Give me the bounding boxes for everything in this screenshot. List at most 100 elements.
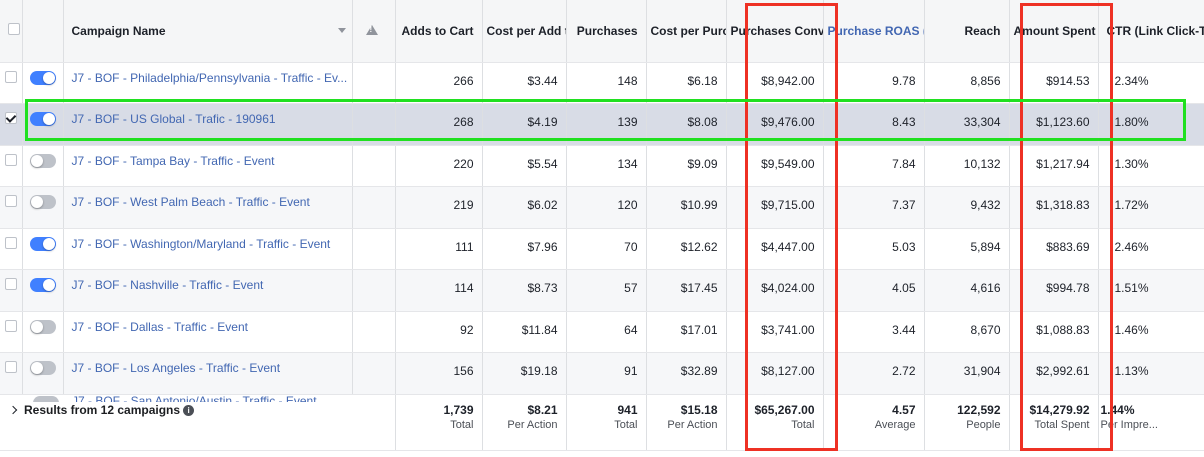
row-checkbox[interactable] bbox=[4, 195, 17, 207]
row-checkbox[interactable] bbox=[4, 361, 17, 373]
table-row[interactable]: J7 - BOF - Washington/Maryland - Traffic… bbox=[0, 228, 1204, 270]
campaign-toggle[interactable] bbox=[29, 319, 56, 334]
column-header-purchases-conversion-value[interactable]: Purchases Conversion Value bbox=[726, 0, 824, 63]
cell-amount-spent: $914.53 bbox=[1009, 62, 1099, 104]
cell-adds-to-cart: 219 bbox=[395, 186, 483, 229]
column-header-campaign-name[interactable]: Campaign Name bbox=[63, 0, 353, 63]
delivery-cell bbox=[352, 269, 396, 312]
table-row[interactable]: J7 - BOF - Philadelphia/Pennsylvania - T… bbox=[0, 62, 1204, 104]
campaign-toggle[interactable] bbox=[29, 70, 56, 85]
campaign-name-link[interactable]: J7 - BOF - Dallas - Traffic - Event bbox=[63, 311, 353, 353]
toggle-cell[interactable] bbox=[22, 145, 64, 187]
row-select-cell[interactable] bbox=[0, 228, 23, 270]
total-value: 941 bbox=[617, 402, 638, 417]
select-all-cell[interactable] bbox=[0, 0, 23, 63]
toggle-cell[interactable] bbox=[22, 269, 64, 312]
column-header-delivery-warning[interactable] bbox=[352, 0, 396, 63]
table-row[interactable]: J7 - BOF - Dallas - Traffic - Event 92 $11… bbox=[0, 311, 1204, 353]
cell-cost-per-atc: $5.54 bbox=[482, 145, 567, 187]
cell-adds-to-cart: 92 bbox=[395, 311, 483, 353]
row-checkbox[interactable] bbox=[4, 112, 17, 124]
column-header-purchases[interactable]: Purchases bbox=[566, 0, 647, 63]
cell-reach: 8,856 bbox=[924, 62, 1010, 104]
row-checkbox[interactable] bbox=[4, 153, 17, 166]
cell-cost-per-atc: $11.84 bbox=[482, 311, 567, 353]
table-row[interactable]: J7 - BOF - Tampa Bay - Traffic - Event 22… bbox=[0, 145, 1204, 187]
header-row: Campaign Name Adds to Cart Cost per Add … bbox=[0, 0, 1204, 63]
campaign-name-link[interactable]: J7 - BOF - West Palm Beach - Traffic - E… bbox=[63, 186, 353, 229]
row-checkbox[interactable] bbox=[4, 319, 17, 332]
chevron-right-icon[interactable] bbox=[8, 406, 18, 415]
cell-purchases: 57 bbox=[566, 269, 647, 312]
campaign-toggle[interactable] bbox=[29, 153, 56, 168]
column-label-sorted: Purchase ROAS (Return on bbox=[827, 23, 924, 38]
column-header-cost-per-add-to-cart[interactable]: Cost per Add to Cart bbox=[482, 0, 567, 63]
row-select-cell[interactable] bbox=[0, 62, 23, 104]
table-row[interactable]: J7 - BOF - Los Angeles - Traffic - Event… bbox=[0, 352, 1204, 395]
cell-reach: 10,132 bbox=[924, 145, 1010, 187]
row-select-cell[interactable] bbox=[0, 352, 23, 395]
row-select-cell[interactable] bbox=[0, 311, 23, 353]
campaign-toggle[interactable] bbox=[29, 236, 56, 251]
campaign-toggle[interactable] bbox=[33, 396, 59, 402]
column-header-purchase-roas[interactable]: Purchase ROAS (Return on bbox=[823, 0, 925, 63]
cell-roas: 7.84 bbox=[823, 145, 925, 187]
column-header-reach[interactable]: Reach bbox=[924, 0, 1010, 63]
results-summary[interactable]: Results from 12 campaigns i bbox=[0, 393, 396, 451]
toggle-cell[interactable] bbox=[22, 228, 64, 270]
toggle-cell[interactable] bbox=[22, 352, 64, 395]
campaign-name-link[interactable]: J7 - BOF - Los Angeles - Traffic - Event bbox=[63, 352, 353, 395]
campaign-toggle[interactable] bbox=[29, 278, 56, 292]
row-select-cell[interactable] bbox=[0, 186, 23, 229]
column-header-amount-spent[interactable]: Amount Spent bbox=[1009, 0, 1099, 63]
cell-adds-to-cart: 268 bbox=[395, 103, 483, 146]
column-header-adds-to-cart[interactable]: Adds to Cart bbox=[395, 0, 483, 63]
total-caption: Per Action bbox=[667, 418, 718, 431]
cell-cost-per-purchase: $17.45 bbox=[646, 269, 727, 312]
total-caption: Total bbox=[791, 418, 815, 431]
campaign-name-link[interactable]: J7 - BOF - US Global - Trafic - 190961 bbox=[63, 103, 353, 146]
toggle-cell[interactable] bbox=[22, 311, 64, 353]
cell-amount-spent: $1,217.94 bbox=[1009, 145, 1099, 187]
row-select-cell[interactable] bbox=[0, 269, 23, 312]
total-value: $65,267.00 bbox=[754, 402, 815, 417]
toggle-cell[interactable] bbox=[22, 186, 64, 229]
toggle-cell[interactable] bbox=[22, 62, 64, 104]
campaign-name-link[interactable]: J7 - BOF - Philadelphia/Pennsylvania - T… bbox=[63, 62, 353, 104]
total-adds-to-cart: 1,739 Total bbox=[395, 393, 483, 451]
column-header-ctr[interactable]: CTR (Link Click-Through bbox=[1098, 0, 1204, 63]
campaign-toggle[interactable] bbox=[29, 195, 56, 209]
info-icon[interactable]: i bbox=[183, 404, 195, 416]
toggle-knob bbox=[42, 113, 55, 125]
total-cost-per-purchase: $15.18 Per Action bbox=[646, 393, 727, 451]
table-row[interactable]: J7 - BOF - US Global - Trafic - 190961 26… bbox=[0, 103, 1204, 146]
table-row[interactable]: J7 - BOF - West Palm Beach - Traffic - E… bbox=[0, 186, 1204, 229]
total-roas: 4.57 Average bbox=[823, 393, 925, 451]
cell-cost-per-purchase: $6.18 bbox=[646, 62, 727, 104]
row-checkbox[interactable] bbox=[4, 236, 17, 249]
partial-row-name[interactable]: J7 - BOF - San Antonio/Austin - Traffic … bbox=[72, 394, 317, 402]
campaign-name-link[interactable]: J7 - BOF - Washington/Maryland - Traffic… bbox=[63, 228, 353, 270]
toggle-cell[interactable] bbox=[22, 103, 64, 146]
table-row[interactable]: J7 - BOF - Nashville - Traffic - Event 11… bbox=[0, 269, 1204, 312]
select-all-checkbox[interactable] bbox=[8, 23, 20, 36]
column-header-cost-per-purchase[interactable]: Cost per Purchase bbox=[646, 0, 727, 63]
cell-purchases: 148 bbox=[566, 62, 647, 104]
row-select-cell[interactable] bbox=[0, 145, 23, 187]
row-checkbox[interactable] bbox=[4, 70, 17, 83]
total-cost-per-atc: $8.21 Per Action bbox=[482, 393, 567, 451]
campaign-name-link[interactable]: J7 - BOF - Tampa Bay - Traffic - Event bbox=[63, 145, 353, 187]
campaign-name-link[interactable]: J7 - BOF - Nashville - Traffic - Event bbox=[63, 269, 353, 312]
total-value: 1.44% bbox=[1100, 402, 1135, 417]
row-select-cell[interactable] bbox=[0, 103, 23, 146]
cell-ctr: 1.72% bbox=[1098, 186, 1204, 229]
campaign-toggle[interactable] bbox=[29, 361, 56, 375]
caret-down-icon[interactable] bbox=[337, 28, 346, 33]
cell-reach: 9,432 bbox=[924, 186, 1010, 229]
total-caption: Total Spent bbox=[1034, 418, 1090, 431]
totals-row: Results from 12 campaigns i 1,739 Total $8… bbox=[0, 393, 1204, 451]
row-checkbox[interactable] bbox=[4, 278, 17, 290]
campaign-toggle[interactable] bbox=[29, 112, 56, 126]
column-label: Campaign Name bbox=[71, 23, 166, 38]
cell-reach: 33,304 bbox=[924, 103, 1010, 146]
